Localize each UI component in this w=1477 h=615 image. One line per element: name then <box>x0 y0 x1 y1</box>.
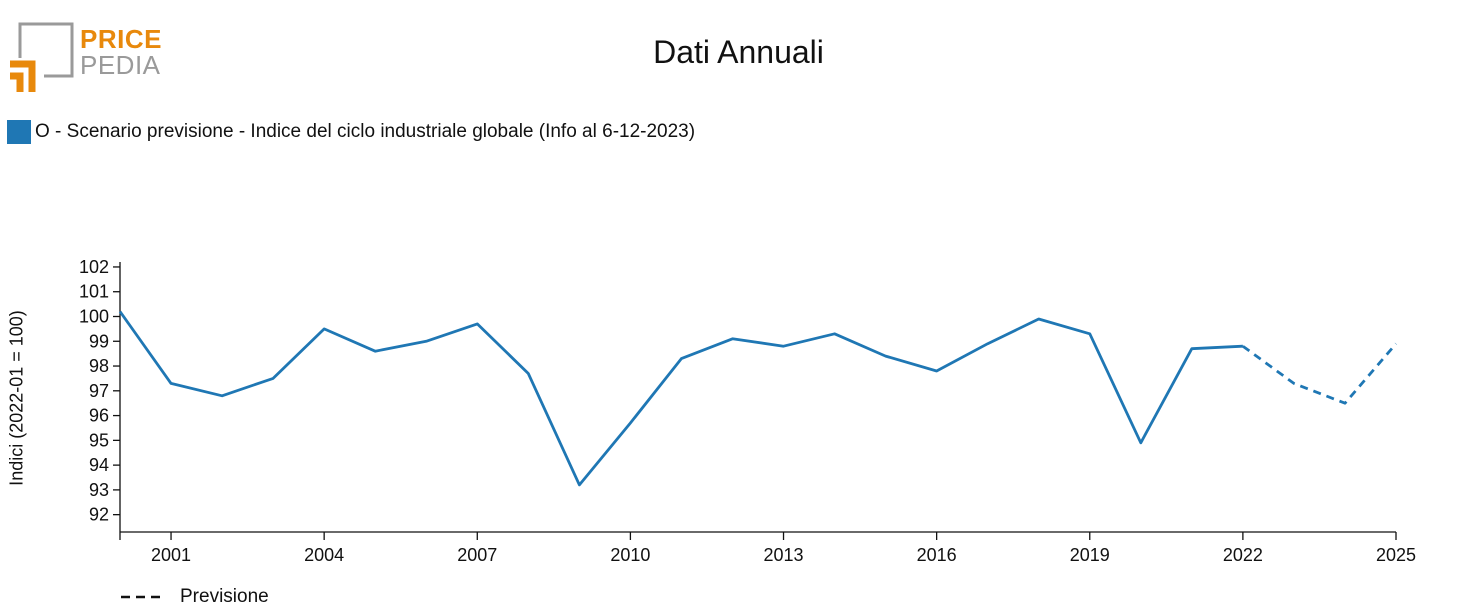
logo-mark-icon <box>10 22 74 92</box>
chart-legend[interactable]: O - Scenario previsione - Indice del cic… <box>7 120 695 144</box>
y-tick-label: 101 <box>79 282 109 302</box>
y-tick-label: 98 <box>89 356 109 376</box>
y-tick-label: 97 <box>89 381 109 401</box>
legend-swatch-icon <box>7 120 31 144</box>
x-tick-label: 2010 <box>610 545 650 565</box>
chart-title: Dati Annuali <box>653 34 824 70</box>
x-tick-label: 2004 <box>304 545 344 565</box>
x-tick-label: 2016 <box>917 545 957 565</box>
y-tick-label: 92 <box>89 505 109 525</box>
y-tick-label: 96 <box>89 406 109 426</box>
x-tick-label: 2025 <box>1376 545 1416 565</box>
logo-text-price: PRICE <box>80 24 162 54</box>
y-tick-label: 95 <box>89 430 109 450</box>
y-tick-label: 99 <box>89 331 109 351</box>
x-tick-label: 2013 <box>763 545 803 565</box>
pricepedia-logo: PRICE PEDIA <box>6 20 166 94</box>
y-tick-label: 102 <box>79 257 109 277</box>
x-tick-label: 2019 <box>1070 545 1110 565</box>
legend-label: O - Scenario previsione - Indice del cic… <box>35 121 696 142</box>
forecast-series-line <box>1242 342 1398 405</box>
x-tick-label: 2007 <box>457 545 497 565</box>
series-line <box>118 310 1243 487</box>
x-tick-label: 2001 <box>151 545 191 565</box>
forecast-legend-label: Previsione <box>180 586 269 607</box>
logo-text-pedia: PEDIA <box>80 50 161 80</box>
dashed-line-icon <box>121 595 165 599</box>
y-tick-label: 93 <box>89 480 109 500</box>
y-tick-label: 100 <box>79 306 109 326</box>
y-tick-label: 94 <box>89 455 109 475</box>
forecast-legend: Previsione <box>120 586 269 608</box>
x-tick-label: 2022 <box>1223 545 1263 565</box>
